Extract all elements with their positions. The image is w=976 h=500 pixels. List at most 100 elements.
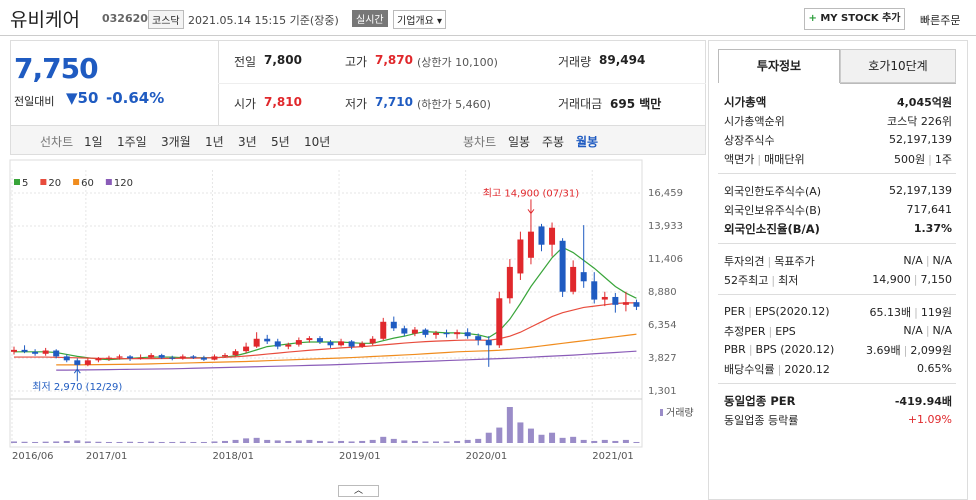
summary-value: 695 백만 — [610, 97, 662, 111]
info-labels: 투자의견 | 목표주가 — [724, 253, 815, 269]
volume-bar — [485, 432, 492, 443]
info-row: 시가총액 4,045억원 — [724, 92, 952, 111]
candle-body — [190, 356, 197, 358]
info-value: 1주 — [934, 152, 952, 166]
candle-body — [570, 266, 577, 292]
info-values: +1.09% — [908, 413, 952, 426]
quick-order[interactable]: 빠른주문 — [920, 14, 961, 27]
x-tick-label: 2019/01 — [339, 451, 381, 462]
info-row: 액면가 | 매매단위 500원 | 1주 — [724, 149, 952, 168]
period-tab[interactable]: 3개월 — [161, 135, 191, 149]
candle-body — [316, 338, 323, 343]
realtime-badge[interactable]: 실시간 — [352, 10, 388, 27]
volume-bar — [137, 441, 144, 443]
change-value: 50 — [77, 89, 99, 107]
ma-line — [56, 333, 637, 366]
candle-body — [612, 296, 619, 305]
plus-icon: + — [808, 13, 817, 24]
period-tab[interactable]: 3년 — [238, 135, 257, 149]
separator: | — [771, 273, 776, 287]
x-tick-label: 2018/01 — [212, 451, 254, 462]
info-label: 외국인보유주식수(B) — [724, 203, 822, 217]
summary-value: 7,810 — [264, 95, 302, 109]
overview-button[interactable]: 기업개요 ▾ — [393, 10, 447, 29]
info-value: -419.94배 — [894, 394, 952, 408]
volume-bar — [359, 440, 366, 443]
candle-body — [179, 356, 186, 359]
y-tick-label: 11,406 — [648, 254, 683, 265]
candle-body — [517, 239, 524, 274]
summary-label: 시가 — [234, 97, 257, 111]
info-value: 7,150 — [920, 273, 953, 286]
volume-bar — [63, 440, 70, 443]
info-labels: PBR | BPS (2020.12) — [724, 343, 834, 356]
annotation-arrowhead — [73, 368, 81, 374]
collapse-button[interactable]: ︿ — [338, 485, 379, 497]
mystock-button[interactable]: + MY STOCK 추가 — [804, 8, 905, 30]
info-value: 717,641 — [906, 203, 953, 216]
volume-bar — [21, 441, 28, 443]
info-value: 119원 — [920, 305, 952, 319]
period-tab[interactable]: 10년 — [304, 135, 331, 149]
candle-body — [527, 231, 534, 258]
separator: | — [748, 305, 752, 318]
volume-bar — [559, 437, 566, 443]
candle-body — [433, 332, 439, 335]
candle-body — [401, 328, 408, 334]
info-values: 3.69배 | 2,099원 — [866, 342, 952, 358]
volume-bar — [443, 441, 450, 443]
period-tab[interactable]: 1일 — [84, 135, 103, 149]
info-value: N/A — [903, 324, 923, 337]
info-label: 매매단위 — [764, 152, 805, 166]
candle-body — [369, 338, 376, 344]
chart-frame — [9, 159, 643, 448]
volume-bar — [179, 441, 186, 443]
candle-body — [464, 332, 471, 337]
candle-body — [327, 342, 334, 346]
candle-tab[interactable]: 주봉 — [542, 135, 565, 149]
down-arrow: ▼ — [66, 89, 78, 107]
candle-body — [42, 350, 49, 354]
period-tab[interactable]: 1년 — [205, 135, 224, 149]
candle-tab[interactable]: 월봉 — [576, 135, 599, 149]
x-tick-label: 2016/06 — [12, 451, 54, 462]
x-tick-label: 2017/01 — [86, 451, 128, 462]
info-labels: PER | EPS(2020.12) — [724, 305, 830, 318]
separator: | — [767, 254, 772, 268]
info-row: 상장주식수 52,197,139 — [724, 130, 952, 149]
stock-code: 032620 — [102, 12, 148, 25]
group-divider — [718, 243, 956, 244]
summary-label: 고가 — [345, 55, 368, 69]
volume-bar — [200, 441, 207, 443]
candle-body — [485, 340, 492, 346]
info-labels: 동일업종 등락률 — [724, 412, 798, 428]
volume-bar — [116, 441, 123, 443]
volume-bar — [570, 436, 577, 443]
candle-body — [411, 329, 418, 334]
info-row: 시가총액순위 코스닥 226위 — [724, 111, 952, 130]
separator: | — [757, 152, 762, 166]
chart-tab-bar — [10, 125, 706, 155]
candle-body — [443, 332, 450, 335]
summary-label: 거래대금 — [558, 97, 603, 111]
panel-tab[interactable]: 호가10단계 — [840, 49, 956, 83]
period-tab[interactable]: 5년 — [271, 135, 290, 149]
candle-body — [74, 360, 81, 365]
period-tab[interactable]: 1주일 — [117, 135, 147, 149]
info-row: 외국인한도주식수(A) 52,197,139 — [724, 181, 952, 200]
separator: | — [777, 362, 782, 376]
candle-tab[interactable]: 일봉 — [508, 135, 531, 149]
annotation-label: 최저 2,970 (12/29) — [32, 381, 122, 393]
panel-tab[interactable]: 투자정보 — [718, 49, 840, 83]
candle-body — [148, 355, 155, 358]
annotation-arrowhead — [527, 209, 535, 215]
volume-bar — [517, 422, 524, 443]
separator: | — [925, 254, 930, 267]
candle-body — [633, 302, 640, 307]
info-value: 500원 — [894, 152, 926, 166]
volume-bar — [549, 432, 556, 443]
tab-group-label: 봉차트 — [463, 135, 497, 149]
info-row: 동일업종 등락률 +1.09% — [724, 410, 952, 429]
info-labels: 외국인보유주식수(B) — [724, 202, 821, 218]
